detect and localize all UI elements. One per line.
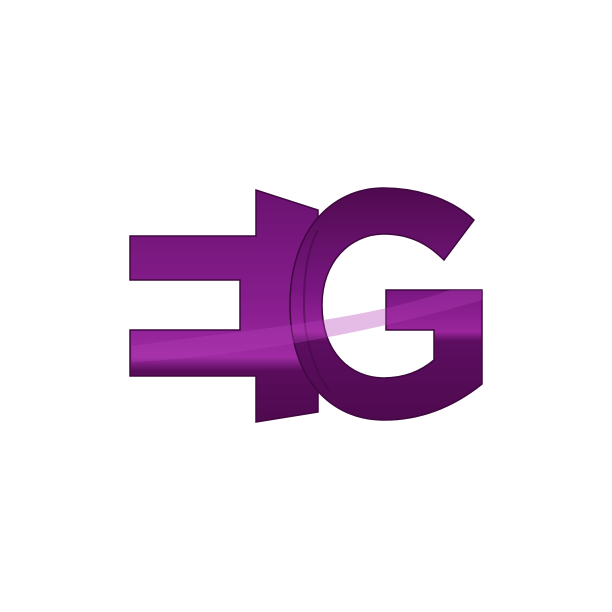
letter-e-shape: [129, 188, 319, 423]
letter-g-shape: [289, 187, 483, 421]
shine-highlight: [132, 290, 482, 362]
